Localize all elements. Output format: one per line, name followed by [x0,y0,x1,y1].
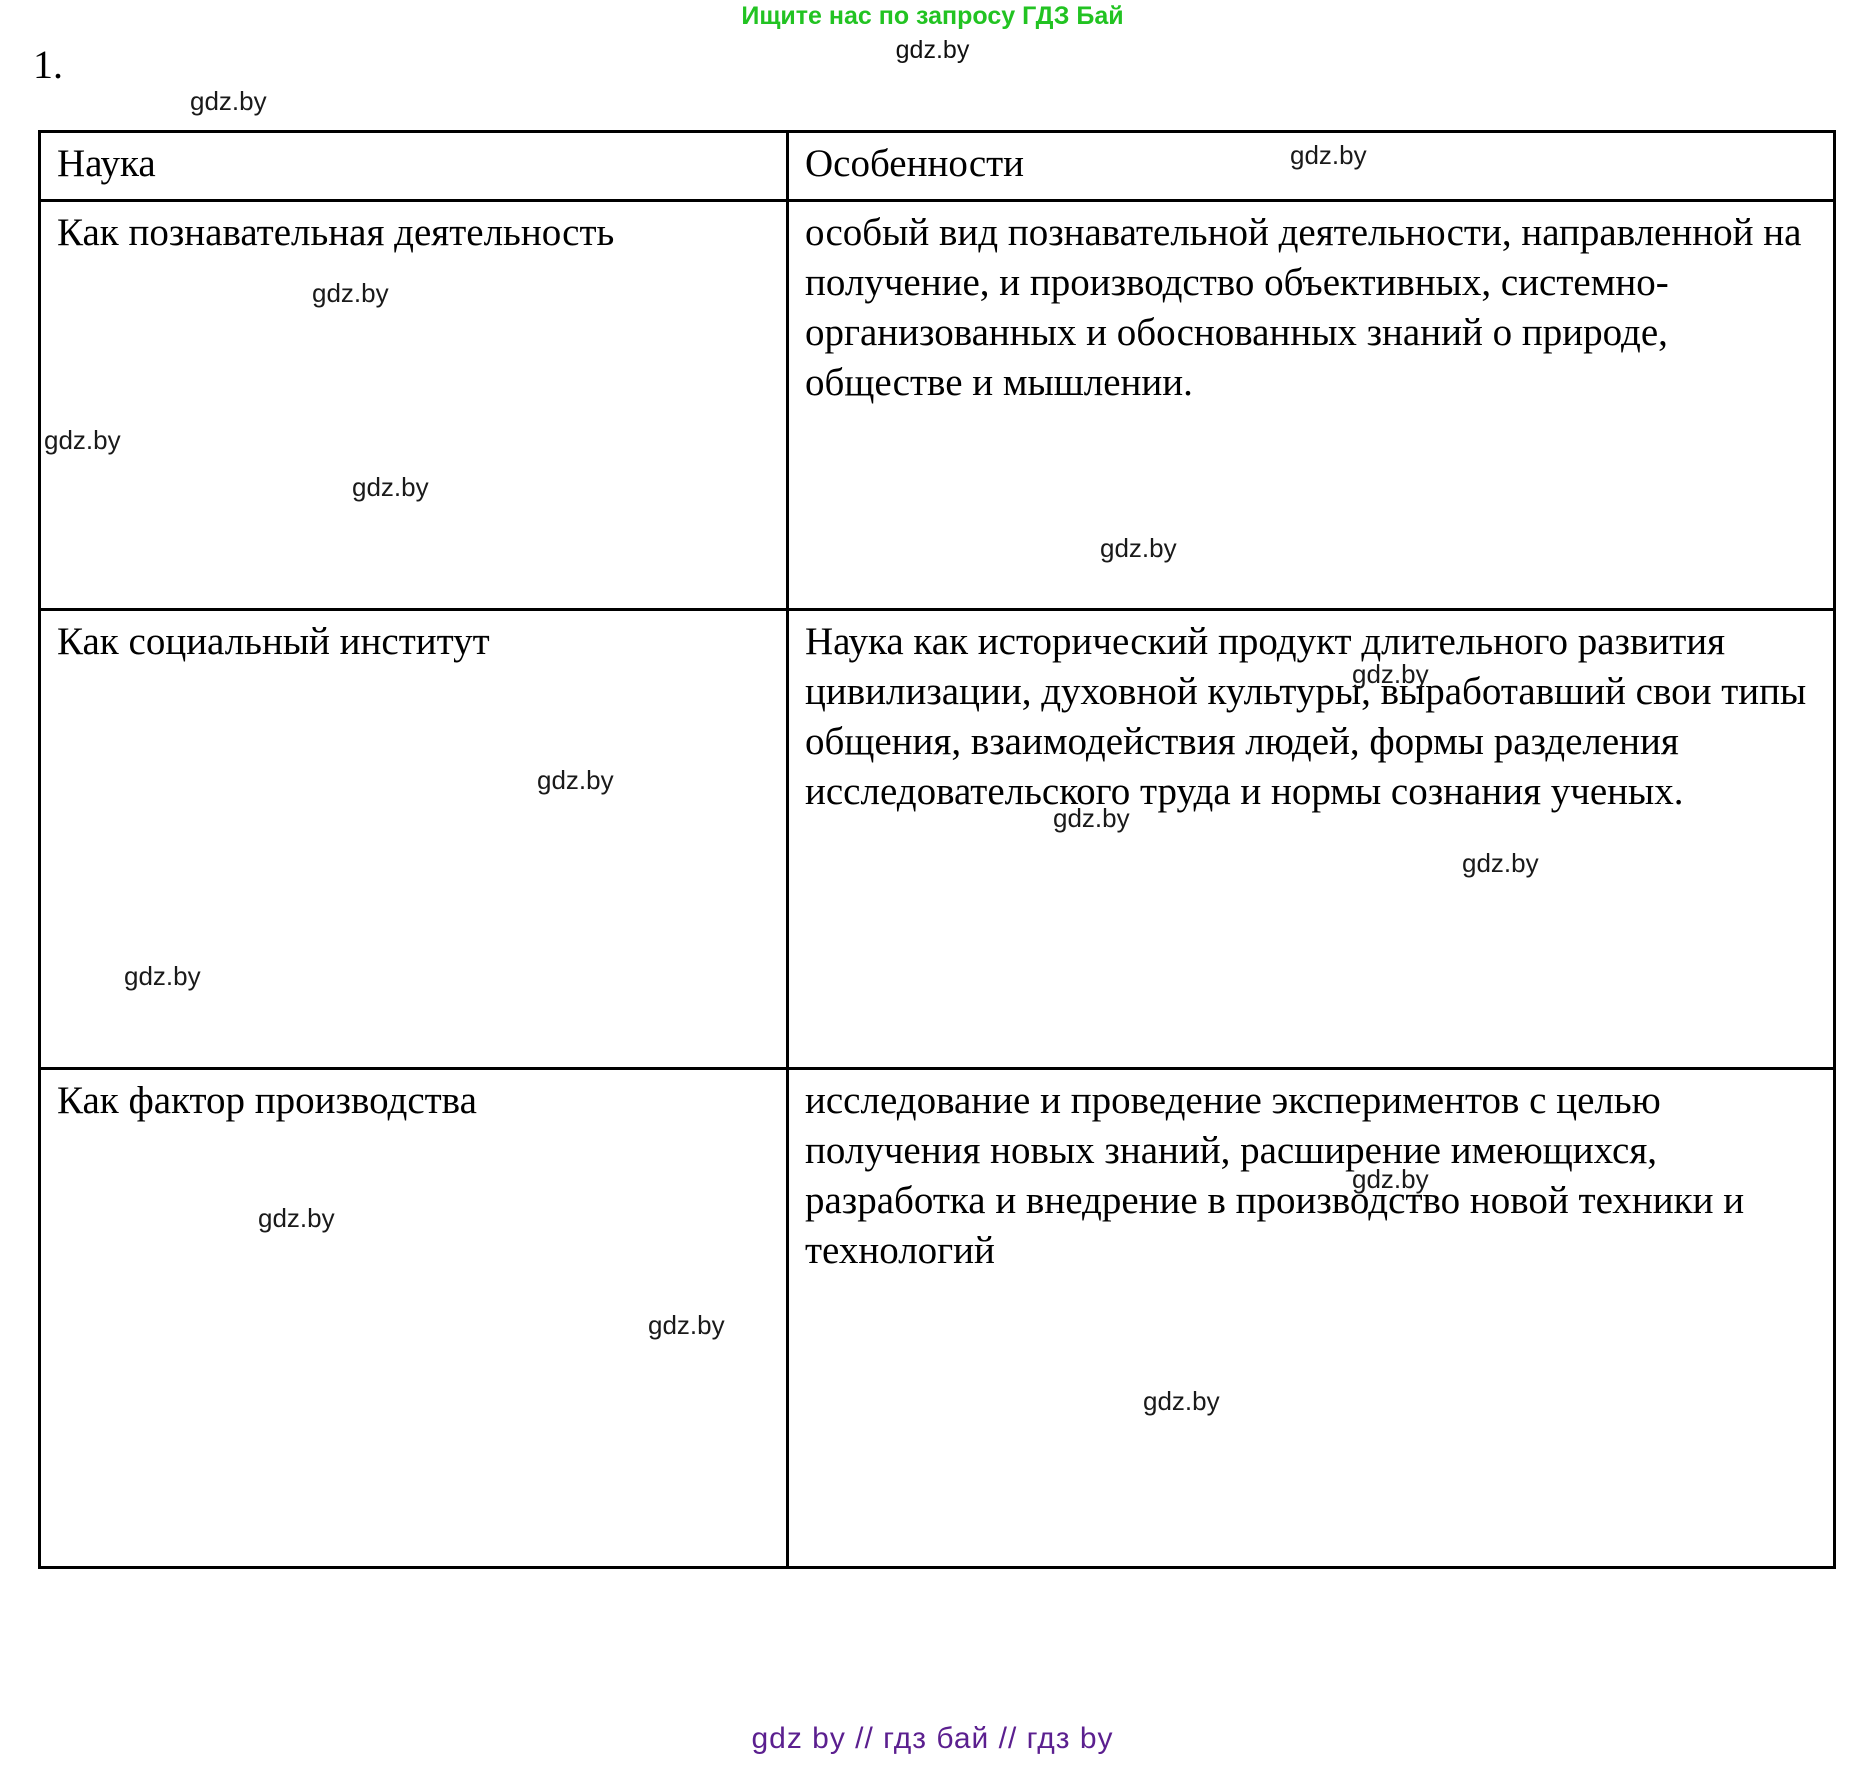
table-row: Как познавательная деятельность особый в… [38,198,1836,611]
column-header-science-label: Наука [57,142,156,185]
task-number: 1. [33,42,63,87]
cell-features-2: Наука как исторический продукт длительно… [786,607,1836,1070]
cell-science-1: Как познавательная деятельность [38,198,789,611]
promo-subtitle-text: gdz.by [895,36,970,64]
table-row: Как социальный институт Наука как истори… [38,607,1836,1070]
cell-features-3-text: исследование и проведение экспериментов … [805,1078,1745,1272]
cell-features-1-text: особый вид познавательной деятельности, … [805,210,1802,404]
watermark-text: gdz.by [190,86,267,116]
science-aspects-table: Наука Особенности Как познавательная дея… [38,130,1836,1569]
site-footer: gdz by // гдз бай // гдз by [751,1722,1114,1755]
cell-science-3: Как фактор производства [38,1066,789,1569]
cell-science-3-text: Как фактор производства [57,1078,477,1122]
table-header-row: Наука Особенности [38,130,1836,202]
column-header-science: Наука [38,130,789,202]
promo-banner-text: Ищите нас по запросу ГДЗ Бай [741,2,1124,30]
cell-features-1: особый вид познавательной деятельности, … [786,198,1836,611]
cell-features-2-text: Наука как исторический продукт длительно… [805,619,1807,813]
column-header-features-label: Особенности [805,142,1025,185]
column-header-features: Особенности [786,130,1836,202]
table-row: Как фактор производства исследование и п… [38,1066,1836,1569]
cell-science-1-text: Как познавательная деятельность [57,210,615,254]
cell-features-3: исследование и проведение экспериментов … [786,1066,1836,1569]
cell-science-2-text: Как социальный институт [57,619,490,663]
cell-science-2: Как социальный институт [38,607,789,1070]
